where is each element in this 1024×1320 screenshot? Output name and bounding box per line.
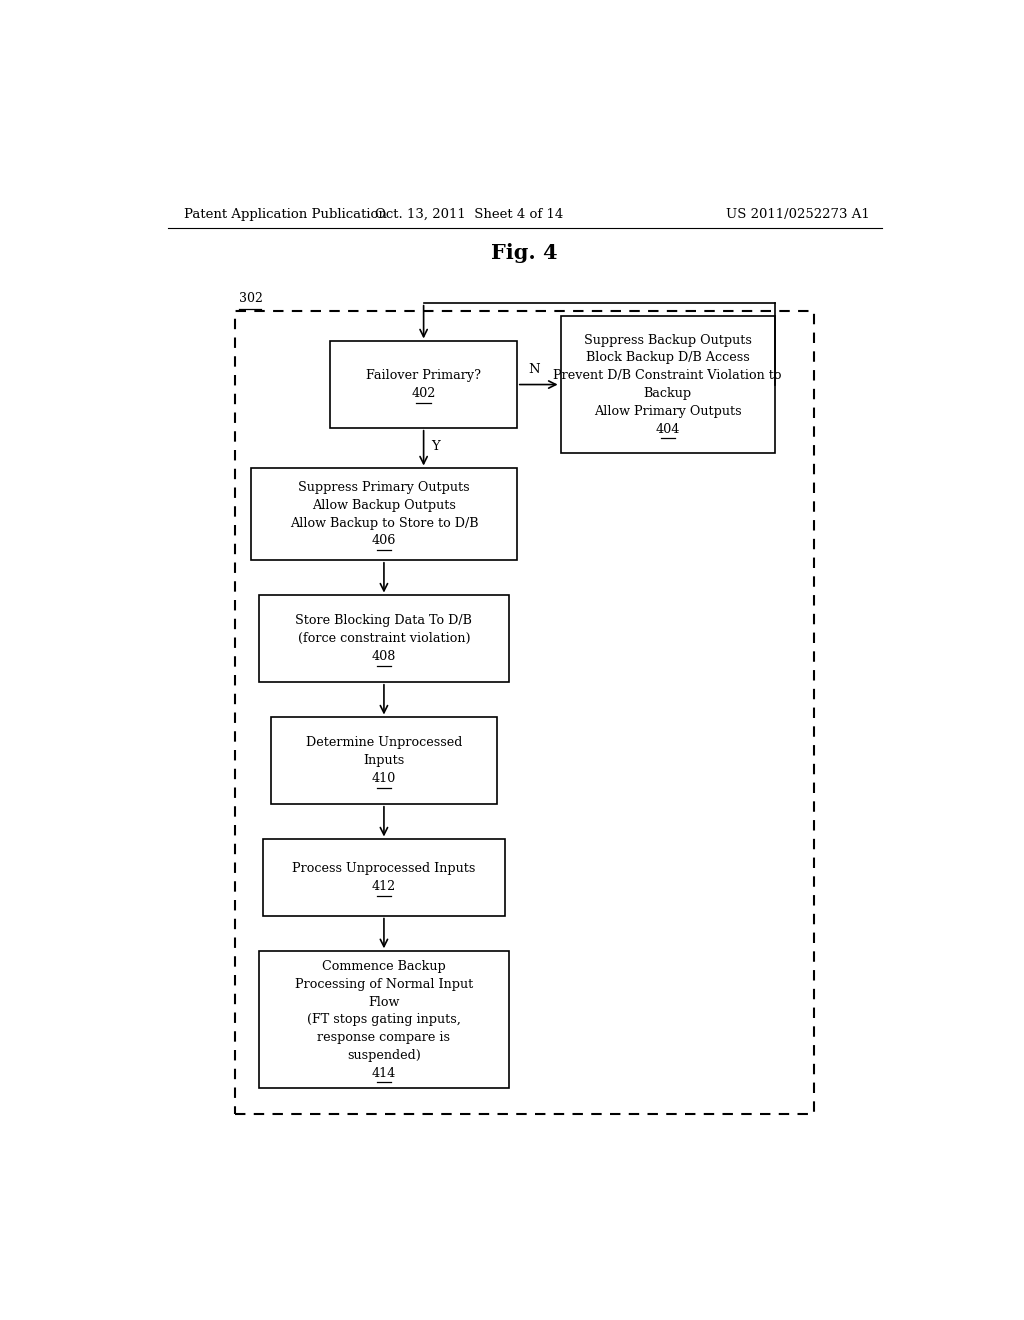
Text: N: N <box>528 363 541 376</box>
Text: Flow: Flow <box>369 995 399 1008</box>
Text: Suppress Primary Outputs: Suppress Primary Outputs <box>298 480 470 494</box>
Text: suspended): suspended) <box>347 1049 421 1061</box>
Bar <box>270 718 497 804</box>
Text: Oct. 13, 2011  Sheet 4 of 14: Oct. 13, 2011 Sheet 4 of 14 <box>375 207 563 220</box>
Bar <box>560 315 775 453</box>
Text: Y: Y <box>431 440 440 453</box>
Text: Processing of Normal Input: Processing of Normal Input <box>295 978 473 991</box>
Text: Suppress Backup Outputs: Suppress Backup Outputs <box>584 334 752 347</box>
Text: Inputs: Inputs <box>364 754 404 767</box>
Text: Backup: Backup <box>644 387 691 400</box>
Text: Determine Unprocessed: Determine Unprocessed <box>306 737 462 750</box>
Text: response compare is: response compare is <box>317 1031 451 1044</box>
Bar <box>331 342 517 428</box>
Text: 402: 402 <box>412 387 436 400</box>
Text: Allow Primary Outputs: Allow Primary Outputs <box>594 405 741 417</box>
Text: (force constraint violation): (force constraint violation) <box>298 632 470 645</box>
Text: 302: 302 <box>240 292 263 305</box>
Text: 410: 410 <box>372 772 396 785</box>
Text: 408: 408 <box>372 649 396 663</box>
Text: Process Unprocessed Inputs: Process Unprocessed Inputs <box>292 862 475 875</box>
Text: 404: 404 <box>655 422 680 436</box>
Bar <box>263 840 505 916</box>
Text: Prevent D/B Constraint Violation to: Prevent D/B Constraint Violation to <box>553 370 782 383</box>
Text: Failover Primary?: Failover Primary? <box>367 370 481 383</box>
Text: Block Backup D/B Access: Block Backup D/B Access <box>586 351 750 364</box>
Text: Fig. 4: Fig. 4 <box>492 243 558 263</box>
Text: 406: 406 <box>372 535 396 548</box>
Text: Commence Backup: Commence Backup <box>323 960 445 973</box>
Text: 414: 414 <box>372 1067 396 1080</box>
Bar <box>259 952 509 1089</box>
Text: Allow Backup Outputs: Allow Backup Outputs <box>312 499 456 512</box>
Text: Patent Application Publication: Patent Application Publication <box>183 207 386 220</box>
Text: Store Blocking Data To D/B: Store Blocking Data To D/B <box>296 614 472 627</box>
Text: (FT stops gating inputs,: (FT stops gating inputs, <box>307 1014 461 1026</box>
Text: Allow Backup to Store to D/B: Allow Backup to Store to D/B <box>290 516 478 529</box>
Bar <box>236 312 814 1114</box>
Text: US 2011/0252273 A1: US 2011/0252273 A1 <box>726 207 870 220</box>
Bar <box>259 595 509 682</box>
Text: 412: 412 <box>372 880 396 892</box>
Bar <box>251 469 517 560</box>
